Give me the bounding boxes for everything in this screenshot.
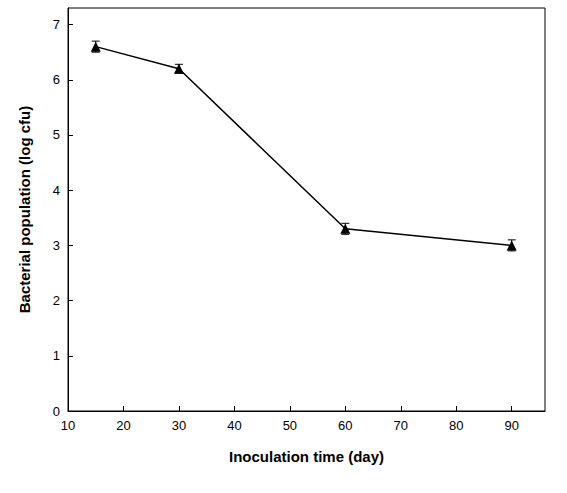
svg-text:80: 80 bbox=[449, 418, 463, 433]
svg-text:0: 0 bbox=[53, 404, 60, 419]
svg-text:7: 7 bbox=[53, 17, 60, 32]
svg-text:90: 90 bbox=[504, 418, 518, 433]
svg-text:50: 50 bbox=[283, 418, 297, 433]
svg-text:6: 6 bbox=[53, 72, 60, 87]
svg-text:5: 5 bbox=[53, 127, 60, 142]
svg-text:4: 4 bbox=[53, 183, 60, 198]
svg-text:70: 70 bbox=[394, 418, 408, 433]
svg-text:60: 60 bbox=[338, 418, 352, 433]
svg-text:10: 10 bbox=[61, 418, 75, 433]
svg-text:2: 2 bbox=[53, 293, 60, 308]
svg-text:Inoculation time (day): Inoculation time (day) bbox=[229, 448, 384, 465]
svg-text:20: 20 bbox=[116, 418, 130, 433]
svg-text:40: 40 bbox=[227, 418, 241, 433]
svg-text:1: 1 bbox=[53, 348, 60, 363]
svg-text:Bacterial population (log cfu): Bacterial population (log cfu) bbox=[16, 106, 33, 314]
svg-text:30: 30 bbox=[172, 418, 186, 433]
svg-text:3: 3 bbox=[53, 238, 60, 253]
